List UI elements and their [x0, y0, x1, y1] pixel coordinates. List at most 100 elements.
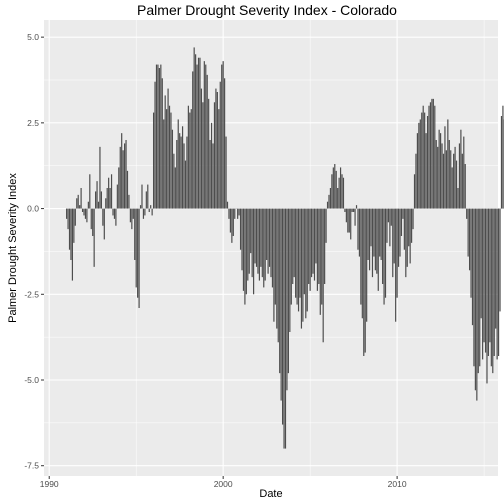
bar: [354, 208, 356, 226]
bar: [428, 105, 430, 209]
bar: [474, 208, 476, 391]
bar: [122, 150, 124, 209]
bar: [350, 208, 352, 240]
bar: [309, 208, 311, 291]
bar: [431, 98, 433, 209]
bar: [355, 205, 358, 209]
bar: [422, 105, 424, 209]
bar: [245, 208, 247, 295]
bar: [73, 208, 75, 243]
bar: [255, 208, 258, 267]
bar: [135, 208, 137, 288]
bar: [370, 208, 372, 247]
bar: [303, 208, 305, 295]
y-tick-label: 5.0: [27, 32, 39, 42]
bar: [445, 150, 447, 209]
bar: [80, 188, 82, 209]
bar: [395, 208, 397, 322]
bar: [183, 143, 185, 209]
bar: [460, 129, 462, 209]
bar: [197, 57, 200, 209]
bar: [226, 201, 229, 209]
bar: [331, 174, 333, 209]
bar: [119, 146, 121, 209]
bar: [173, 153, 175, 209]
bar: [437, 146, 439, 209]
bar: [216, 92, 218, 209]
x-tick-label: 2000: [214, 479, 233, 489]
bar: [134, 208, 136, 260]
bar: [102, 208, 104, 226]
bar: [408, 208, 410, 247]
chart-title: Palmer Drought Severity Index - Colorado: [137, 2, 397, 18]
x-axis-title: Date: [259, 488, 282, 500]
bar: [89, 174, 91, 209]
bar: [403, 208, 405, 250]
bar: [250, 208, 252, 254]
bar: [338, 177, 340, 209]
bar: [329, 188, 332, 209]
bar: [344, 208, 346, 212]
bar: [316, 208, 318, 291]
bar: [396, 208, 398, 298]
bar: [325, 208, 327, 243]
bar: [158, 68, 160, 209]
bar: [468, 208, 471, 271]
bar: [247, 208, 249, 281]
bar: [451, 167, 453, 209]
bar: [484, 208, 487, 353]
bar: [97, 201, 100, 209]
bar: [86, 208, 88, 223]
bar: [200, 88, 203, 209]
bar: [380, 208, 382, 260]
bar: [115, 208, 117, 226]
bar: [279, 208, 281, 374]
bar: [297, 208, 300, 312]
bar: [373, 208, 375, 257]
bar: [476, 208, 478, 401]
bar: [483, 208, 485, 343]
bar: [318, 208, 320, 284]
bar: [112, 208, 114, 216]
bar: [132, 208, 134, 219]
bar: [147, 184, 149, 209]
bar: [260, 208, 262, 267]
bar: [477, 208, 479, 374]
bar: [70, 208, 72, 260]
bar: [234, 208, 236, 219]
bar: [109, 188, 111, 209]
bar: [399, 208, 401, 257]
bar: [170, 112, 172, 209]
bar: [229, 208, 232, 233]
bar: [177, 119, 179, 209]
bar: [502, 105, 504, 209]
bar: [163, 119, 165, 209]
bar: [99, 146, 101, 209]
bar: [76, 198, 78, 209]
bar: [251, 208, 253, 278]
bar: [237, 208, 239, 219]
bar: [266, 208, 268, 260]
bar: [205, 64, 207, 209]
bar: [261, 208, 263, 278]
bar: [124, 143, 126, 209]
bar: [402, 208, 404, 219]
bar: [438, 129, 440, 209]
bar: [95, 191, 97, 209]
bar: [203, 61, 205, 209]
bar: [448, 140, 450, 209]
bar: [487, 208, 490, 356]
bar: [257, 208, 259, 274]
bar: [118, 167, 120, 209]
bar: [479, 208, 481, 367]
bar: [287, 208, 289, 374]
bar: [429, 102, 432, 209]
bar: [100, 191, 102, 209]
bar: [374, 208, 376, 271]
bar: [379, 208, 381, 257]
bar: [347, 208, 349, 233]
bar: [413, 174, 416, 209]
bar: [492, 208, 494, 374]
bar: [184, 160, 187, 209]
bar: [306, 208, 308, 312]
